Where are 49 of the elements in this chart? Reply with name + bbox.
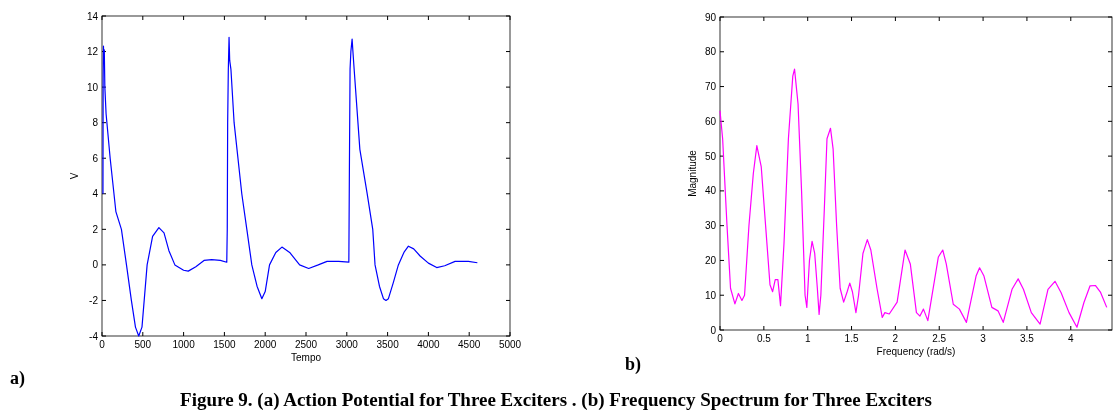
x-tick-label: 2 bbox=[892, 333, 899, 344]
y-tick-label: 10 bbox=[86, 81, 99, 93]
y-tick-label: 2 bbox=[92, 223, 99, 235]
x-tick-label: 1 bbox=[804, 333, 811, 344]
y-tick-label: -2 bbox=[89, 294, 99, 306]
x-tick-label: 0 bbox=[99, 339, 106, 350]
x-tick-label: 2000 bbox=[254, 339, 277, 350]
x-axis-title: Frequency (rad/s) bbox=[876, 346, 956, 357]
y-tick-label: 20 bbox=[704, 254, 717, 266]
x-tick-label: 0.5 bbox=[756, 333, 772, 344]
x-tick-label: 500 bbox=[134, 339, 152, 350]
x-tick-label: 1500 bbox=[213, 339, 236, 350]
y-axis-title: Magnitude bbox=[687, 149, 698, 197]
x-tick-label: 5000 bbox=[498, 339, 522, 350]
caption: Figure 9. (a) Action Potential for Three Exciters . (b) Frequency Spectrum for Three Exciters bbox=[180, 389, 932, 411]
x-tick-label: 4 bbox=[1068, 333, 1074, 344]
x-tick-label: 3.5 bbox=[1019, 333, 1035, 344]
y-tick-label: -4 bbox=[89, 330, 99, 342]
y-tick-label: 0 bbox=[710, 324, 717, 336]
text: a) bbox=[10, 368, 25, 389]
line-series bbox=[719, 68, 1108, 328]
y-tick-label: 4 bbox=[92, 188, 99, 200]
x-tick-label: 1.5 bbox=[844, 333, 859, 344]
y-tick-label: 50 bbox=[704, 150, 717, 162]
x-tick-label: 3000 bbox=[335, 339, 359, 350]
x-axis-title: Tempo bbox=[290, 352, 322, 363]
y-tick-label: 12 bbox=[86, 46, 99, 58]
x-tick-label: 3500 bbox=[376, 339, 400, 350]
x-tick-label: 4000 bbox=[417, 339, 440, 350]
x-tick-label: 3 bbox=[980, 333, 987, 344]
y-tick-label: 70 bbox=[704, 81, 717, 93]
y-tick-label: 40 bbox=[704, 185, 717, 197]
line-series bbox=[102, 36, 478, 337]
x-tick-label: 4500 bbox=[458, 339, 481, 350]
y-tick-label: 0 bbox=[92, 259, 99, 271]
y-tick-label: 6 bbox=[92, 152, 99, 164]
y-tick-label: 90 bbox=[704, 11, 717, 23]
x-tick-label: 1000 bbox=[172, 339, 196, 350]
x-tick-label: 0 bbox=[717, 333, 724, 344]
text: b) bbox=[625, 354, 642, 375]
y-axis-title: V bbox=[69, 172, 80, 180]
y-tick-label: 80 bbox=[704, 46, 717, 58]
y-tick-label: 60 bbox=[704, 115, 717, 127]
x-tick-label: 2.5 bbox=[932, 333, 947, 344]
y-tick-label: 10 bbox=[704, 289, 717, 301]
x-tick-label: 2500 bbox=[294, 339, 318, 350]
y-tick-label: 8 bbox=[92, 117, 99, 129]
y-tick-label: 30 bbox=[704, 220, 717, 232]
y-tick-label: 14 bbox=[86, 10, 99, 22]
